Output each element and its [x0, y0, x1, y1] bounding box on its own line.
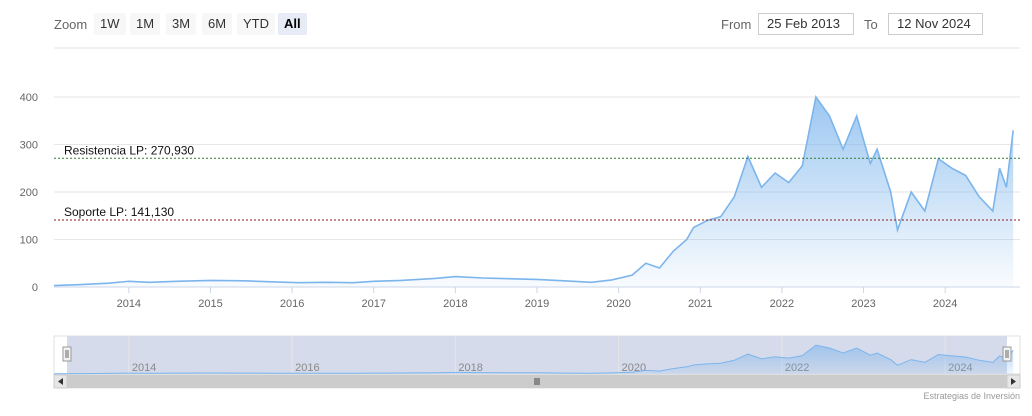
- zoom-button-1w[interactable]: 1W: [94, 13, 126, 35]
- zoom-button-all[interactable]: All: [278, 13, 307, 35]
- x-tick-label-2015: 2015: [198, 298, 222, 310]
- zoom-button-ytd[interactable]: YTD: [237, 13, 275, 35]
- arrow-left-icon: [58, 378, 63, 385]
- x-tick-label-2021: 2021: [688, 298, 712, 310]
- x-axis: 2014 2015 2016 2017 2018 2019 2020 2021 2022 2023…: [117, 287, 957, 310]
- chart-credit: Estrategias de Inversión: [923, 391, 1020, 401]
- x-tick-label-2017: 2017: [361, 298, 385, 310]
- x-tick-label-2018: 2018: [443, 298, 467, 310]
- plot-lines: Resistencia LP: 270,930 Soporte LP: 141,1…: [54, 143, 1020, 221]
- zoom-button-6m[interactable]: 6M: [202, 13, 233, 35]
- navigator-tick-label-2016: 2016: [295, 362, 319, 374]
- arrow-right-icon: [1011, 378, 1016, 385]
- scrollbar[interactable]: [53, 374, 1021, 389]
- price-area: [54, 97, 1014, 287]
- x-tick-label-2022: 2022: [770, 298, 794, 310]
- zoom-label: Zoom: [54, 17, 88, 32]
- y-tick-label-0: 0: [32, 282, 38, 294]
- navigator-area: [54, 345, 1014, 374]
- y-tick-label-200: 200: [20, 187, 38, 199]
- zoom-button-3m[interactable]: 3M: [166, 13, 197, 35]
- to-label: To: [864, 17, 878, 32]
- x-tick-label-2023: 2023: [851, 298, 875, 310]
- to-date-input[interactable]: 12 Nov 2024: [888, 13, 983, 35]
- x-tick-label-2014: 2014: [117, 298, 141, 310]
- zoom-button-1m[interactable]: 1M: [130, 13, 161, 35]
- x-tick-label-2019: 2019: [525, 298, 549, 310]
- plot-line-label-1: Soporte LP: 141,130: [64, 205, 174, 219]
- navigator-line: [53, 344, 1014, 375]
- navigator-tick-label-2014: 2014: [132, 362, 156, 374]
- y-tick-label-300: 300: [20, 140, 38, 152]
- navigator-handle-left[interactable]: [62, 346, 72, 362]
- plot-line-label-0: Resistencia LP: 270,930: [64, 143, 194, 157]
- range-selector: Zoom 1W 1M 3M 6M YTD All From 25 Feb 201…: [0, 0, 1032, 48]
- navigator-handle-right[interactable]: [1002, 346, 1012, 362]
- from-label: From: [721, 17, 752, 32]
- navigator-tick-label-2018: 2018: [458, 362, 482, 374]
- x-tick-label-2016: 2016: [280, 298, 304, 310]
- y-tick-label-100: 100: [20, 235, 38, 247]
- navigator[interactable]: 201420162018202020222024: [53, 335, 1021, 375]
- from-date-input[interactable]: 25 Feb 2013: [758, 13, 854, 35]
- price-line: [53, 95, 1014, 287]
- x-tick-label-2020: 2020: [606, 298, 630, 310]
- y-tick-label-400: 400: [20, 92, 38, 104]
- x-tick-label-2024: 2024: [933, 298, 957, 310]
